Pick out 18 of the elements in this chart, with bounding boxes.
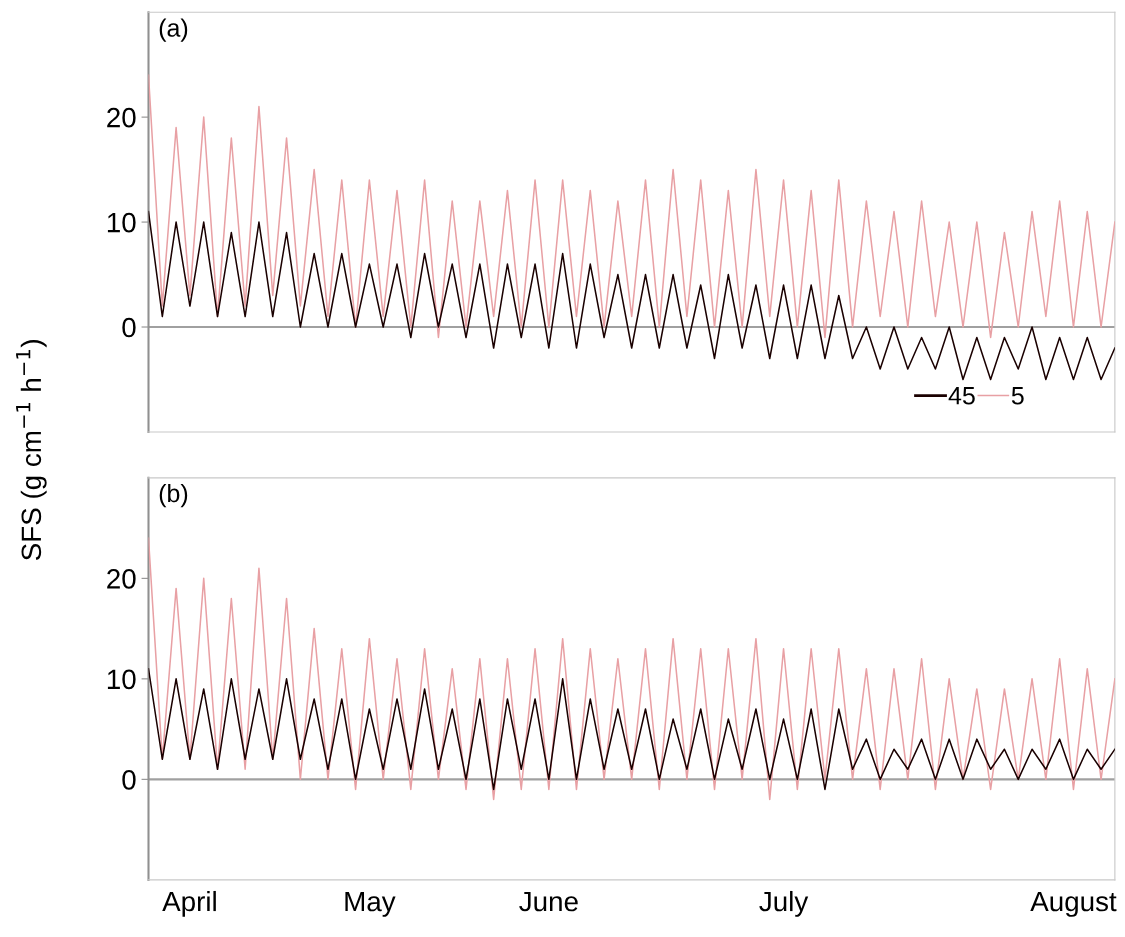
y-tick-label: 0 [122,770,136,790]
x-tick-label: July [759,890,809,917]
annotation: (b) [159,483,188,508]
y-tick-label: 20 [107,569,136,589]
line-series [148,210,1115,381]
legend-label: 5 [1011,387,1024,405]
x-tick-label: June [519,891,578,912]
line-series [148,668,1115,791]
x-tick-label: April [162,890,216,917]
y-tick-label: 10 [107,212,136,233]
y-tick-label: 10 [107,669,136,690]
x-tick-label: August [1030,891,1117,917]
y-tick-label: 20 [107,107,136,128]
y-tick-label: 0 [122,317,136,338]
legend-label: 45 [948,387,975,405]
x-tick-label: May [345,891,396,917]
annotation: (a) [159,18,188,42]
y-axis-title: SFS (g cm$^{−1}$ h$^{−1}$) [16,340,47,561]
